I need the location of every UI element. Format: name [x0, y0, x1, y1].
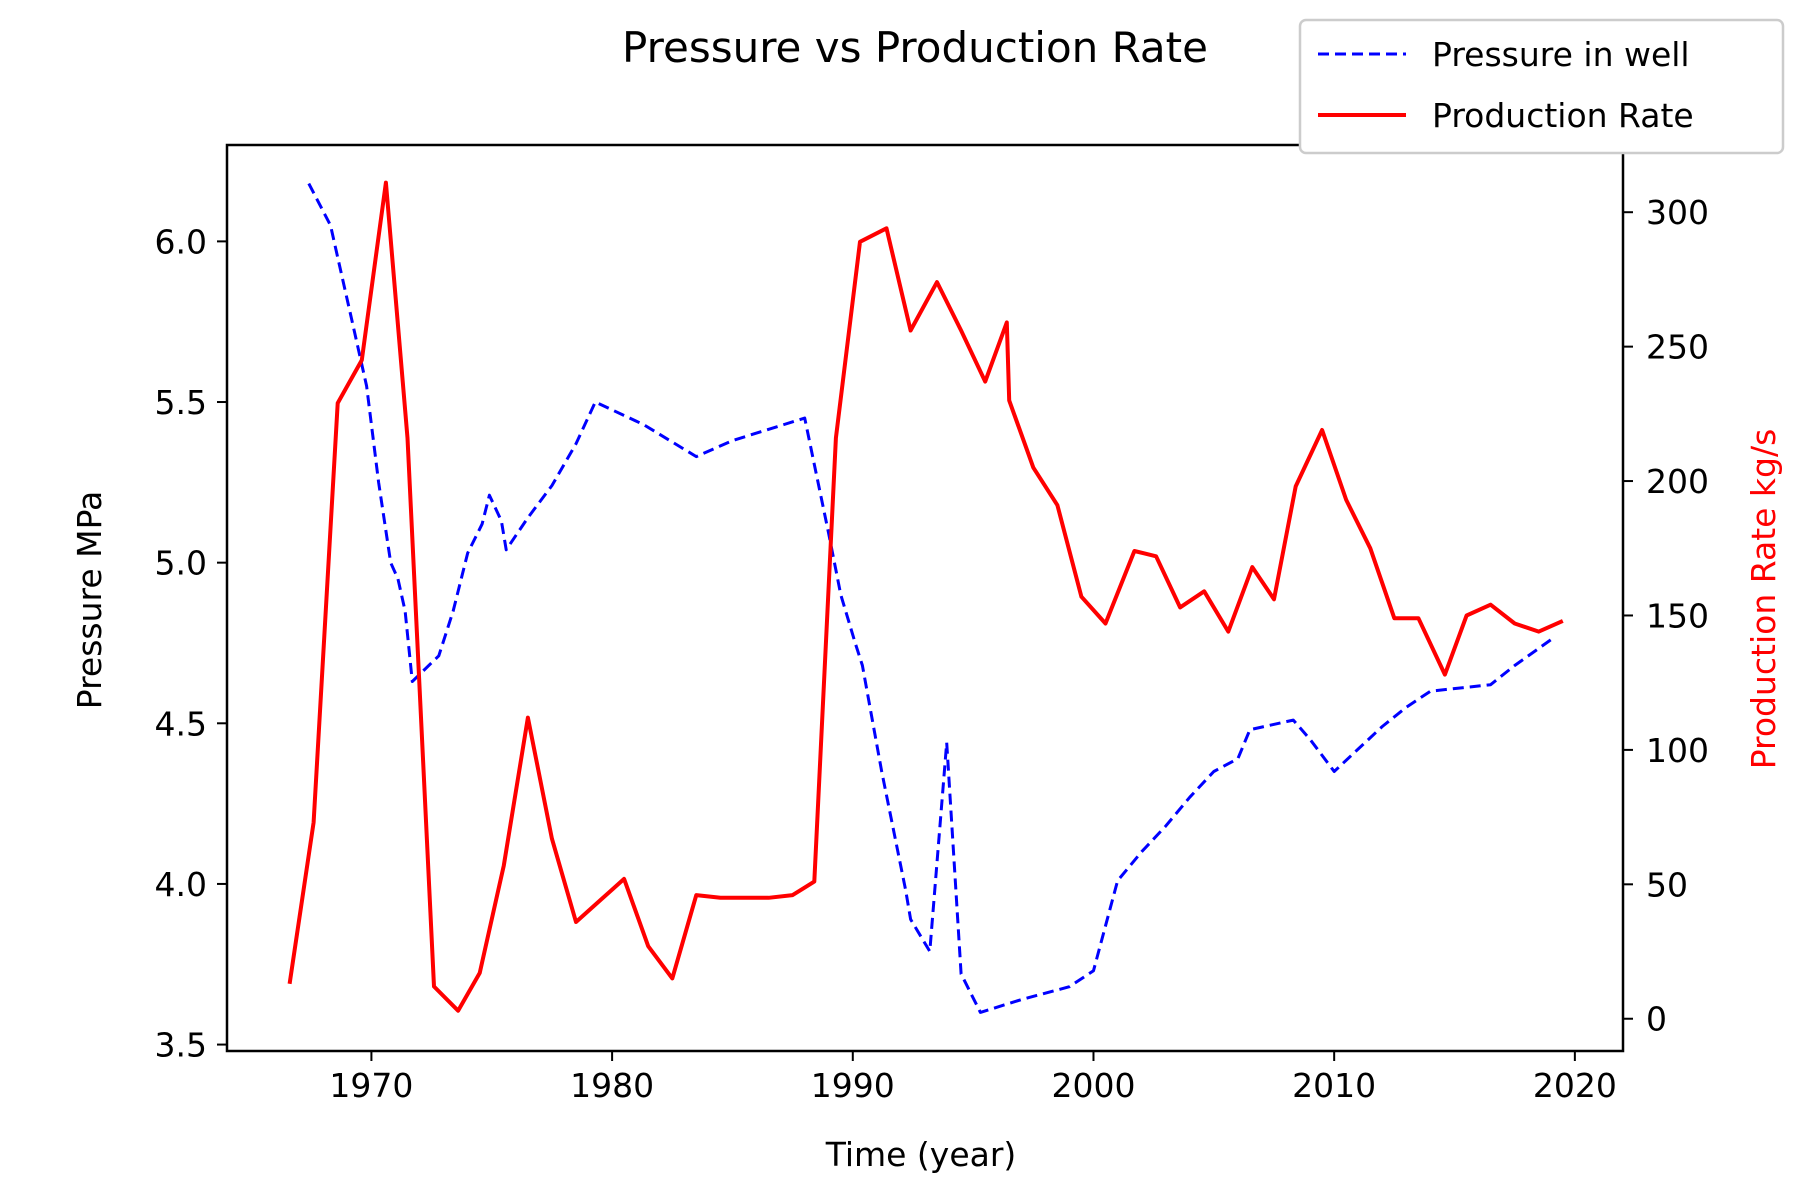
chart-title: Pressure vs Production Rate [622, 23, 1208, 72]
y-left-tick-label: 3.5 [155, 1026, 207, 1065]
y-right-tick-label: 200 [1646, 462, 1709, 501]
series-line-pressure-in-well [307, 182, 1552, 1014]
y-left-tick-label: 4.0 [155, 865, 207, 904]
y-left-tick-label: 4.5 [155, 704, 207, 743]
x-tick-label: 2010 [1292, 1066, 1376, 1105]
legend-label-pressure: Pressure in well [1432, 35, 1690, 74]
legend-frame [1298, 18, 1785, 155]
y-right-tick-label: 150 [1646, 596, 1709, 635]
y-left-tick-label: 5.5 [155, 383, 207, 422]
x-axis-title: Time (year) [825, 1135, 1017, 1174]
x-tick-label: 1970 [329, 1066, 413, 1105]
y-right-tick-label: 250 [1646, 328, 1709, 367]
legend: Pressure in well Production Rate [1298, 18, 1785, 155]
y-axis-right-title: Production Rate kg/s [1744, 429, 1783, 770]
x-tick-label: 2020 [1533, 1066, 1617, 1105]
y-axis-left-title: Pressure MPa [70, 491, 109, 710]
y-right-tick-label: 50 [1646, 865, 1688, 904]
y-right-tick-label: 300 [1646, 193, 1709, 232]
x-tick-label: 1980 [570, 1066, 654, 1105]
y-left-tick-label: 5.0 [155, 544, 207, 583]
y-left-tick-label: 6.0 [155, 222, 207, 261]
series-line-production-rate [287, 180, 1564, 1013]
y-right-tick-label: 0 [1646, 1000, 1667, 1039]
y-right-tick-label: 100 [1646, 731, 1709, 770]
plot-frame [225, 143, 1625, 1053]
x-tick-label: 1990 [811, 1066, 895, 1105]
x-tick-label: 2000 [1051, 1066, 1135, 1105]
plot-area: 1970 1980 1990 2000 2010 20203.54.04.55.05.56… [155, 143, 1709, 1105]
legend-label-production: Production Rate [1432, 96, 1694, 135]
